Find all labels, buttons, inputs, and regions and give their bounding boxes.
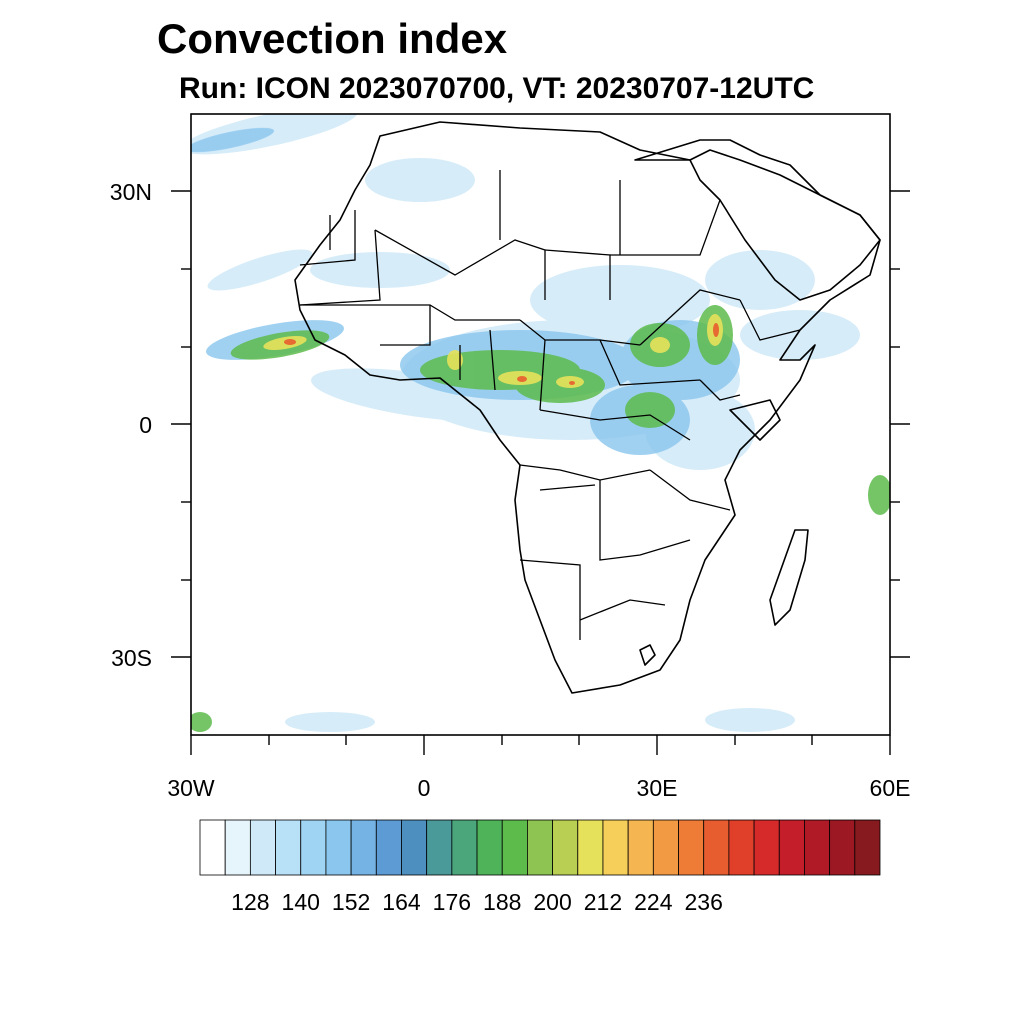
colorbar <box>199 819 881 876</box>
colorbar-box <box>778 819 805 876</box>
y-tick-label: 30N <box>109 179 152 205</box>
y-tick-label: 30S <box>111 645 152 671</box>
colorbar-box <box>527 819 553 876</box>
colorbar-box <box>678 819 705 876</box>
colorbar-box <box>753 819 780 876</box>
colorbar-label: 164 <box>382 889 421 915</box>
y-tick-label: 0 <box>139 412 152 438</box>
colorbar-box <box>652 819 679 876</box>
colorbar-label: 212 <box>583 889 623 915</box>
colorbar-label: 176 <box>432 889 472 915</box>
colorbar-box <box>325 819 352 876</box>
colorbar-label: 152 <box>331 889 371 915</box>
colorbar-box <box>829 819 856 876</box>
colorbar-label: 236 <box>684 889 723 915</box>
chart-title: Convection index <box>157 15 508 62</box>
colorbar-box <box>426 819 453 876</box>
colorbar-label: 200 <box>533 889 572 915</box>
colorbar-box <box>577 819 604 876</box>
x-tick-label: 30W <box>167 775 215 801</box>
colorbar-box <box>300 819 327 876</box>
colorbar-box <box>804 819 831 876</box>
colorbar-box <box>501 819 528 876</box>
country-borders <box>299 170 801 640</box>
x-tick-label: 0 <box>417 775 431 801</box>
colorbar-box <box>451 819 478 876</box>
colorbar-box <box>224 819 251 876</box>
colorbar-box <box>401 819 428 876</box>
x-tick-label: 60E <box>869 775 911 801</box>
colorbar-box <box>602 819 629 876</box>
colorbar-label: 188 <box>483 889 522 915</box>
axis-ticks <box>171 190 910 755</box>
colorbar-box <box>375 819 402 876</box>
colorbar-box <box>199 819 226 876</box>
colorbar-label: 128 <box>231 889 270 915</box>
colorbar-box <box>728 819 755 876</box>
colorbar-box <box>703 819 730 876</box>
colorbar-label: 224 <box>634 889 673 915</box>
colorbar-box <box>249 819 276 876</box>
convection-field <box>191 114 890 732</box>
colorbar-box <box>627 819 654 876</box>
coastlines <box>294 121 881 694</box>
x-tick-label: 30E <box>636 775 678 801</box>
colorbar-box <box>552 819 579 876</box>
chart-subtitle: Run: ICON 2023070700, VT: 20230707-12UTC <box>179 72 815 105</box>
colorbar-box <box>350 819 377 876</box>
colorbar-box <box>854 819 881 876</box>
colorbar-box <box>476 819 503 876</box>
colorbar-label: 140 <box>281 889 320 915</box>
colorbar-box <box>275 819 302 876</box>
